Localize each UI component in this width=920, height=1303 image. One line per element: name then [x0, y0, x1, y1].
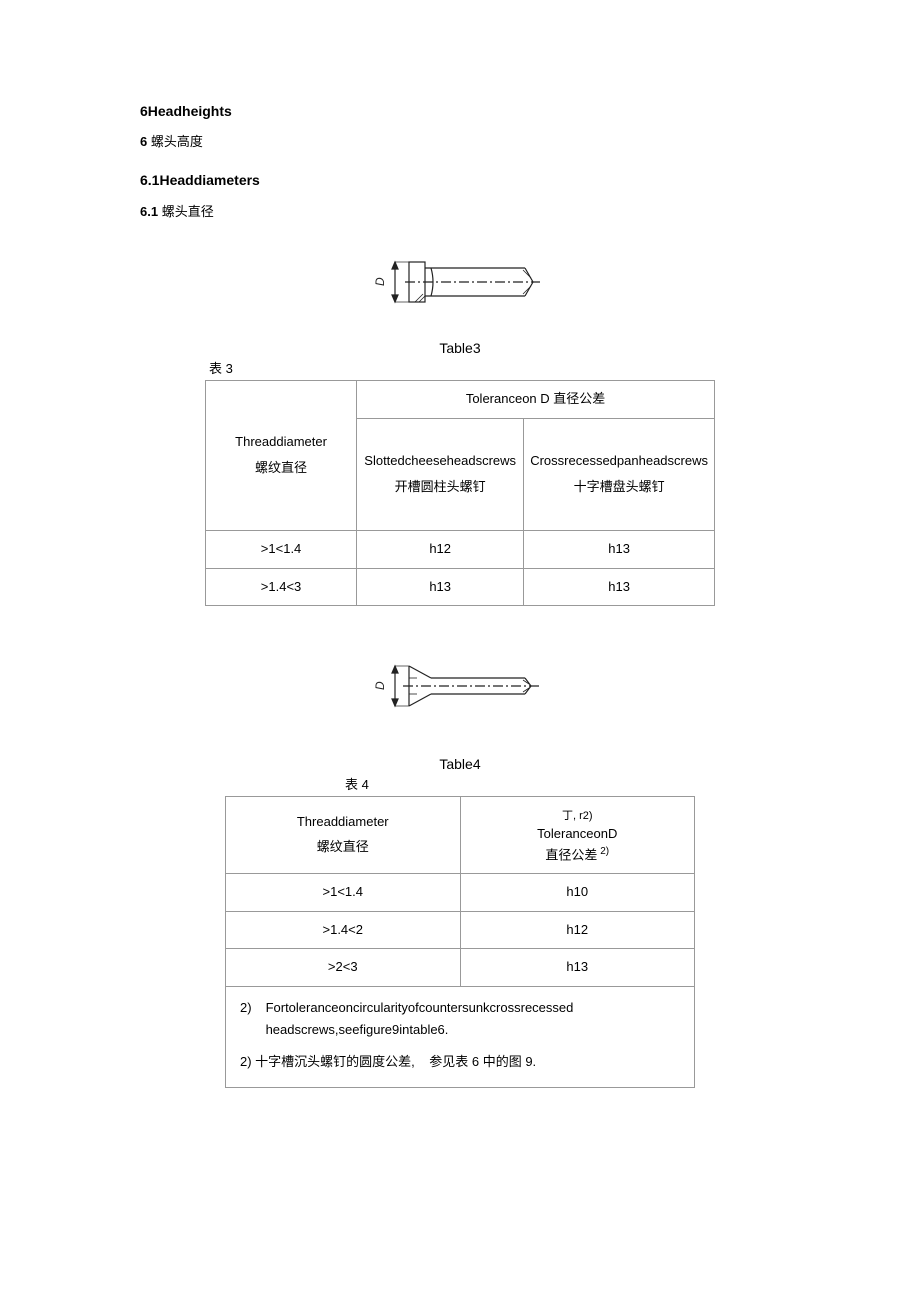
figure-cheese-head-screw: D — [140, 252, 780, 318]
table3-header-threaddiameter: Threaddiameter 螺纹直径 — [206, 380, 357, 530]
section-6-title-zh: 螺头高度 — [147, 134, 203, 149]
table-row: >1<1.4 h10 — [226, 873, 695, 911]
svg-text:D: D — [375, 277, 387, 286]
table-row: >2<3 h13 — [226, 949, 695, 987]
table3-header-slotted: Slottedcheeseheadscrews 开槽圆柱头螺钉 — [357, 418, 524, 530]
section-6-heading-en: 6Headheights — [140, 100, 780, 122]
table4-footnote-zh: 2) 十字槽沉头螺钉的圆度公差, 参见表 6 中的图 9. — [240, 1051, 680, 1073]
section-6-1-heading-zh: 6.1 螺头直径 — [140, 202, 780, 223]
svg-text:D: D — [375, 681, 387, 690]
table4-header-threaddiameter: Threaddiameter 螺纹直径 — [226, 796, 461, 873]
table3-caption-zh: 表 3 — [205, 359, 715, 380]
table3-header-tolerance: Toleranceon D 直径公差 — [357, 380, 715, 418]
table-row: >1<1.4 h12 h13 — [206, 530, 715, 568]
section-6-heading-zh: 6 螺头高度 — [140, 132, 780, 153]
section-6-1-heading-en: 6.1Headdiameters — [140, 169, 780, 191]
figure-countersunk-screw: D — [140, 656, 780, 722]
table3: Threaddiameter 螺纹直径 Toleranceon D 直径公差 S… — [205, 380, 715, 606]
section-6-1-num-zh: 6.1 — [140, 204, 158, 219]
table4-footnote-en: 2) Fortoleranceoncircularityofcountersun… — [240, 997, 680, 1041]
table4: Threaddiameter 螺纹直径 丁, r2) ToleranceonD … — [225, 796, 695, 1089]
table3-wrapper: 表 3 Threaddiameter 螺纹直径 Toleranceon D 直径… — [205, 359, 715, 606]
table-row: >1.4<3 h13 h13 — [206, 568, 715, 606]
table4-footnote-row: 2) Fortoleranceoncircularityofcountersun… — [226, 987, 695, 1088]
table4-caption-zh: 表 4 — [225, 775, 695, 796]
table-row: >1.4<2 h12 — [226, 911, 695, 949]
section-6-1-title-zh: 螺头直径 — [158, 204, 214, 219]
table3-caption-en: Table3 — [140, 337, 780, 359]
table4-caption-en: Table4 — [140, 753, 780, 775]
table4-header-tolerance: 丁, r2) ToleranceonD 直径公差 2) — [460, 796, 695, 873]
table4-wrapper: 表 4 Threaddiameter 螺纹直径 丁, r2) Tolerance… — [225, 775, 695, 1088]
table3-header-crossrecessed: Crossrecessedpanheadscrews 十字槽盘头螺钉 — [524, 418, 715, 530]
